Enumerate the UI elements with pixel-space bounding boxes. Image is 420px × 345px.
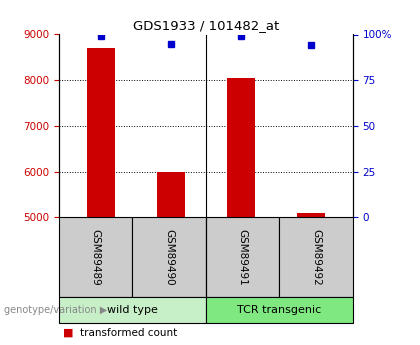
Text: GSM89491: GSM89491 [238, 229, 247, 285]
Text: GSM89492: GSM89492 [311, 229, 321, 285]
Bar [157, 171, 185, 217]
Text: GSM89490: GSM89490 [164, 229, 174, 285]
Text: TCR transgenic: TCR transgenic [237, 305, 321, 315]
Bar [87, 48, 115, 217]
Text: ■: ■ [63, 328, 74, 338]
Text: genotype/variation ▶: genotype/variation ▶ [4, 305, 108, 315]
Text: GSM89489: GSM89489 [91, 229, 100, 285]
Text: wild type: wild type [107, 305, 158, 315]
Title: GDS1933 / 101482_at: GDS1933 / 101482_at [133, 19, 279, 32]
Bar [227, 78, 255, 217]
Text: transformed count: transformed count [80, 328, 177, 338]
Bar [297, 213, 325, 217]
